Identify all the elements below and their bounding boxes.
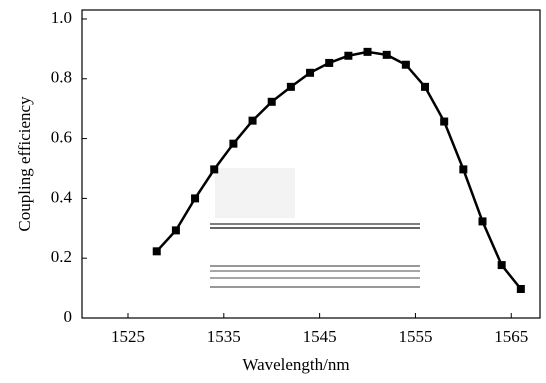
marker [229,140,237,148]
marker [402,61,410,69]
marker [364,48,372,56]
marker [306,69,314,77]
marker [383,51,391,59]
x-tick-label: 1535 [207,327,241,346]
x-tick-label: 1525 [111,327,145,346]
marker [344,52,352,60]
marker [517,285,525,293]
marker [325,59,333,67]
y-tick-label: 1.0 [51,8,72,27]
x-tick-label: 1555 [398,327,432,346]
y-tick-label: 0.2 [51,247,72,266]
marker [440,118,448,126]
y-tick-label: 0.4 [51,187,73,206]
plot-frame [82,10,540,318]
marker [191,194,199,202]
inset-image [210,168,420,287]
x-tick-label: 1545 [303,327,337,346]
marker [287,83,295,91]
marker [479,217,487,225]
x-tick-label: 1565 [494,327,528,346]
y-axis-label: Coupling efficiency [15,96,34,232]
chart: Wavelength/nm Coupling efficiency 0 0.2 0.… [0,0,546,383]
marker [153,247,161,255]
y-tick-label: 0.6 [51,127,72,146]
y-tick-label: 0 [64,307,73,326]
x-axis-label: Wavelength/nm [242,355,349,374]
marker [249,117,257,125]
marker [498,261,506,269]
marker [459,165,467,173]
marker [421,83,429,91]
marker [210,165,218,173]
marker [172,226,180,234]
marker [268,98,276,106]
y-tick-label: 0.8 [51,68,72,87]
